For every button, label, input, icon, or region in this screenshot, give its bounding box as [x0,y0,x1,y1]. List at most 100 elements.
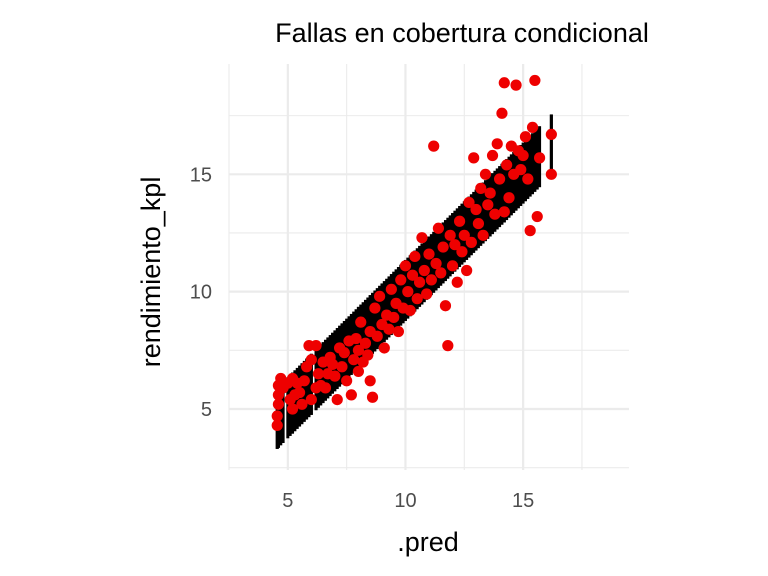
x-tick-labels: 5 10 15 [282,490,534,512]
y-tick-label: 15 [190,164,212,186]
data-point [310,340,322,352]
x-axis-title: .pred [397,527,459,557]
data-point [411,293,423,305]
data-point [341,375,353,387]
data-point [449,239,461,251]
data-point [496,107,508,119]
data-point [524,225,536,237]
data-point [423,248,435,260]
data-point [435,267,447,279]
data-point [402,286,414,298]
data-point [477,229,489,241]
data-point [350,332,362,345]
data-point [326,358,339,370]
data-point [378,342,390,354]
data-point [338,347,350,359]
data-point [439,300,452,312]
data-point [371,330,383,342]
data-point [510,79,522,91]
data-point [526,121,539,133]
y-axis-title: rendimiento_kpl [136,177,166,368]
data-point [517,149,529,162]
data-point [470,203,482,216]
data-point [399,260,412,272]
data-point [529,74,541,87]
data-point [271,410,283,422]
data-point [392,325,405,338]
data-point [463,196,475,209]
data-point [348,354,360,366]
y-tick-labels: 5 10 15 [190,164,212,421]
data-point [331,393,343,406]
data-point [430,257,442,270]
x-tick-label: 15 [512,490,534,512]
data-point [298,375,310,387]
data-point [472,217,485,230]
data-point [522,173,534,185]
data-point [293,386,306,399]
data-point [385,283,397,295]
data-point [545,128,557,141]
data-point [432,222,445,234]
data-point [345,389,357,401]
data-point [498,206,510,218]
data-point [388,311,400,324]
data-point [458,229,470,241]
data-point [491,138,503,150]
y-tick-label: 10 [190,282,212,304]
data-point [352,365,365,378]
y-tick-label: 5 [201,399,212,421]
data-point [493,173,506,185]
data-point [503,192,515,204]
data-point [428,140,440,152]
data-point [359,337,372,349]
data-point [395,274,407,286]
data-point [531,210,543,223]
data-point [312,368,325,380]
data-point [272,398,285,410]
data-point [468,152,480,164]
data-point [329,370,341,382]
data-point [451,276,463,288]
data-point [383,323,395,335]
data-point [425,274,437,286]
data-point [515,164,527,176]
data-point [418,264,430,277]
x-tick-label: 10 [394,490,416,512]
data-point [498,77,510,89]
data-point [305,393,317,406]
data-point [456,246,468,258]
data-point [444,229,456,241]
data-point [446,260,459,272]
data-point [486,149,499,162]
x-tick-label: 5 [282,490,293,512]
data-point [373,290,386,302]
data-point [271,419,283,432]
data-point [352,344,365,356]
data-point [533,152,546,164]
data-point [416,232,428,244]
data-point [319,382,332,394]
data-point [442,340,454,352]
data-point [366,391,379,403]
data-point [364,375,376,387]
data-point [489,208,501,220]
data-point [465,236,477,248]
data-point [404,304,416,317]
data-point [437,241,449,253]
data-point [369,302,381,314]
data-point [519,131,532,143]
data-point [461,264,473,277]
data-point [305,354,317,366]
data-point [406,269,419,281]
data-point [453,215,466,227]
data-point [362,349,374,361]
data-point [336,361,348,373]
data-point [479,168,492,180]
data-point [413,276,426,288]
data-points [271,74,557,432]
data-point [296,398,308,410]
data-point [545,168,557,180]
data-point [421,288,433,300]
data-point [409,250,421,263]
